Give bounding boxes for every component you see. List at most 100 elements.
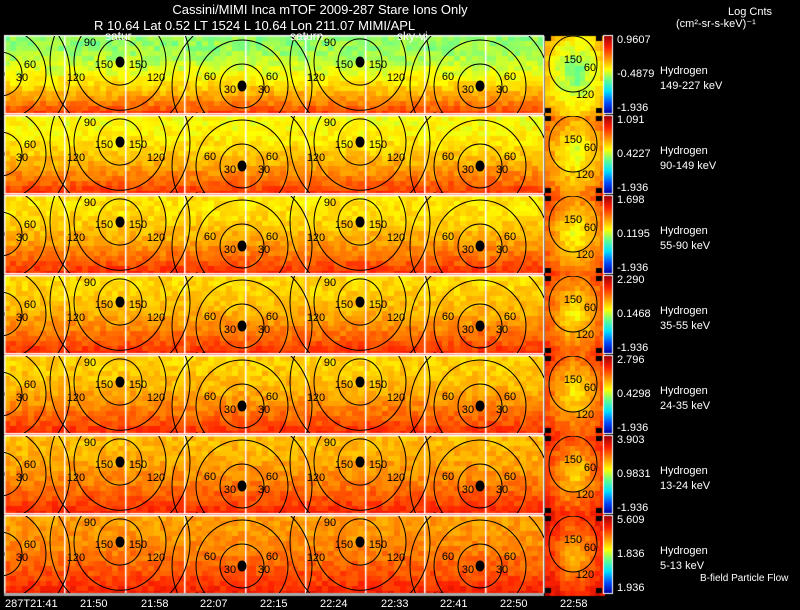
contour-label: 30 [224,564,236,576]
panel-species-label: Hydrogen [660,65,708,77]
time-tick-label: 22:15 [260,598,288,610]
contour-label: 120 [576,249,594,261]
panel-energy-label: 149-227 keV [660,80,723,92]
contour-label: 30 [462,324,474,336]
contour-label: 120 [307,232,325,244]
overlay-label-sky: sky-vi [397,29,428,43]
colorbar-mid-label: 1.836 [617,548,645,560]
contour-label: 60 [442,71,454,83]
contour-label: 150 [369,379,387,391]
contour-label: 30 [496,564,508,576]
contour-label: 120 [307,392,325,404]
contour-label: 30 [258,324,270,336]
contour-label: 150 [335,59,353,71]
colorbar-mid-label: 0.1195 [617,228,650,240]
contour-label: 90 [84,357,96,369]
plot-title: Cassini/MIMI Inca mTOF 2009-287 Stare Io… [172,2,468,17]
contour-label: 120 [147,552,165,564]
colorbar-mid-label: 0.4298 [617,388,651,400]
contour-label: 60 [584,222,596,234]
contour-label: 30 [16,72,28,84]
contour-label: 60 [266,311,278,323]
contour-label: 30 [224,324,236,336]
contour-group: 3060306090150150120120903060306090150150… [4,116,544,203]
panel-species-label: Hydrogen [660,225,708,237]
contour-label: 90 [324,37,336,49]
contour-label: 120 [387,72,405,84]
contour-label: 30 [462,564,474,576]
contour-label: 120 [387,152,405,164]
contour-label: 60 [504,551,516,563]
colorbar-max-label: 0.9607 [617,34,651,46]
contour-label: 90 [194,511,206,523]
contour-label: 120 [67,72,85,84]
contour-label: 60 [584,302,596,314]
colorbar-min-label: -1.936 [617,422,649,434]
contour-group: 3060306090150150120120903060306090150150… [4,356,544,443]
contour-label: 150 [95,539,113,551]
contour-label: 150 [129,459,147,471]
contour-label: 120 [387,232,405,244]
colorbar-max-label: 5.609 [617,514,645,526]
contour-label: 150 [564,134,582,146]
contour-label: 60 [504,391,516,403]
contour-label: 150 [335,459,353,471]
colorbar-min-label: -1.936 [617,502,649,514]
contour-label: 150 [335,139,353,151]
contour-label: 120 [67,392,85,404]
contour-label: 60 [24,219,36,231]
time-tick-label: 22:58 [560,598,588,610]
panel-energy-label: 5-13 keV [660,560,705,572]
contour-label: 90 [324,197,336,209]
contour-label: 30 [496,244,508,256]
panel-energy-label: 90-149 keV [660,160,717,172]
contour-label: 150 [369,459,387,471]
colorbar-max-label: 1.698 [617,194,645,206]
contour-label: 60 [584,382,596,394]
colorbar-max-label: 2.290 [617,274,645,286]
contour-label: 150 [564,294,582,306]
contour-label: 150 [95,379,113,391]
contour-label: 90 [432,591,444,603]
contour-label: 60 [504,311,516,323]
contour-label: 90 [84,437,96,449]
contour-label: 90 [432,191,444,203]
contour-label: 30 [462,484,474,496]
contour-label: 60 [504,151,516,163]
contour-label: 120 [307,472,325,484]
contour-label: 120 [67,472,85,484]
contour-label: 30 [16,472,28,484]
contour-label: 30 [496,484,508,496]
contour-label: 150 [335,219,353,231]
contour-label: 60 [204,391,216,403]
overlay-label-saturn-2: saturn [290,29,324,43]
contour-label: 60 [204,231,216,243]
contour-label: 150 [564,374,582,386]
colorbar-mid-label: 0.4227 [617,148,651,160]
contour-label: 120 [576,569,594,581]
panel-energy-label: 24-35 keV [660,400,711,412]
contour-label: 60 [204,551,216,563]
contour-label: 90 [324,357,336,369]
contour-label: 30 [16,312,28,324]
colorbar-mid-label: 0.1468 [617,308,651,320]
panel-species-label: Hydrogen [660,385,708,397]
contour-label: 90 [324,437,336,449]
units-label: (cm²-sr-s-keV)⁻¹ [676,18,756,30]
contour-label: 120 [307,312,325,324]
contour-label: 60 [584,62,596,74]
contour-label: 150 [564,54,582,66]
contour-label: 150 [564,534,582,546]
contour-label: 150 [95,459,113,471]
contour-label: 120 [387,472,405,484]
contour-label: 60 [204,71,216,83]
time-tick-label: 22:41 [440,598,468,610]
contour-label: 120 [576,489,594,501]
contour-label: 30 [16,152,28,164]
contour-label: 30 [16,232,28,244]
contour-label: 150 [129,219,147,231]
contour-label: 150 [129,139,147,151]
colorbar-mid-label: 0.9831 [617,468,651,480]
contour-label: 90 [432,431,444,443]
